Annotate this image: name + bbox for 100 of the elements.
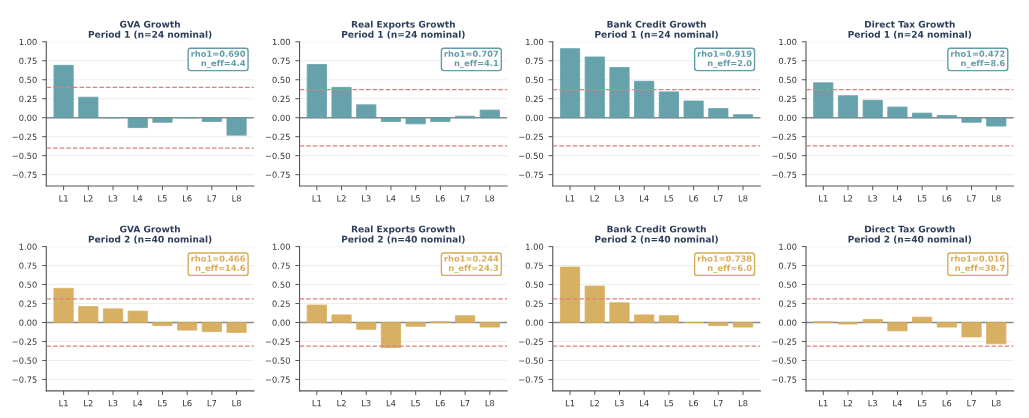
x-tick-label: L7 bbox=[714, 195, 723, 202]
y-tick-label: 0.00 bbox=[19, 319, 37, 326]
chart-title: Real Exports Growth Period 2 (n=40 nominal) bbox=[342, 225, 465, 244]
y-tick-label: −0.25 bbox=[12, 338, 37, 345]
y-tick-label: −0.50 bbox=[772, 152, 797, 159]
bar bbox=[201, 117, 222, 122]
bar bbox=[961, 117, 982, 123]
bar bbox=[936, 115, 957, 119]
bar bbox=[658, 91, 679, 119]
x-tick-label: L1 bbox=[59, 195, 68, 202]
y-tick-label: −0.50 bbox=[12, 152, 37, 159]
x-tick-label: L4 bbox=[133, 400, 143, 407]
annotation: rho1=0.472 n_eff=8.6 bbox=[951, 50, 1005, 69]
y-tick-label: −0.75 bbox=[265, 171, 290, 178]
bar bbox=[609, 67, 630, 119]
x-tick-label: L4 bbox=[640, 400, 649, 407]
y-tick-label: 0.25 bbox=[272, 95, 290, 103]
y-tick-label: −0.50 bbox=[265, 357, 290, 364]
y-tick-label: 0.25 bbox=[525, 95, 544, 103]
x-tick-label: L3 bbox=[362, 195, 371, 202]
y-tick-label: −0.50 bbox=[519, 357, 544, 364]
y-tick-label: 0.50 bbox=[19, 281, 37, 288]
y-tick-label: 0.75 bbox=[525, 57, 544, 65]
x-tick-label: L5 bbox=[158, 195, 167, 202]
x-tick-label: L8 bbox=[232, 195, 241, 202]
y-tick-label: 0.00 bbox=[525, 114, 544, 121]
x-tick-label: L5 bbox=[664, 195, 674, 202]
y-tick-label: 0.50 bbox=[19, 76, 37, 84]
x-tick-label: L4 bbox=[893, 195, 902, 202]
x-tick-label: L8 bbox=[992, 400, 1001, 407]
y-tick-label: 0.50 bbox=[525, 281, 544, 288]
y-tick-label: 0.50 bbox=[778, 281, 797, 288]
x-tick-label: L1 bbox=[565, 400, 575, 407]
bar bbox=[152, 322, 173, 326]
x-tick-label: L2 bbox=[337, 195, 346, 202]
bar bbox=[584, 285, 605, 323]
bar bbox=[78, 306, 99, 323]
y-tick-label: −0.25 bbox=[519, 133, 544, 140]
x-tick-label: L2 bbox=[843, 400, 853, 407]
x-tick-label: L3 bbox=[868, 400, 878, 407]
y-tick-label: −0.75 bbox=[12, 376, 37, 383]
x-tick-label: L6 bbox=[183, 195, 192, 202]
bar bbox=[405, 117, 426, 125]
bar bbox=[201, 322, 222, 333]
bar bbox=[732, 114, 754, 119]
bar bbox=[887, 106, 908, 119]
bar bbox=[560, 48, 581, 119]
x-tick-label: L4 bbox=[640, 195, 649, 202]
bar bbox=[177, 322, 198, 331]
bar bbox=[127, 117, 148, 128]
y-tick-label: 1.00 bbox=[272, 38, 290, 46]
x-tick-label: L6 bbox=[689, 195, 699, 202]
x-tick-label: L6 bbox=[689, 400, 699, 407]
chart-title: Bank Credit Growth Period 1 (n=24 nominal) bbox=[595, 20, 718, 39]
chart-title: Direct Tax Growth Period 1 (n=24 nominal) bbox=[848, 20, 972, 39]
x-tick-label: L2 bbox=[84, 195, 93, 202]
y-tick-label: −0.50 bbox=[519, 152, 544, 159]
annotation: rho1=0.016 n_eff=38.7 bbox=[951, 255, 1005, 273]
bar bbox=[732, 322, 754, 328]
y-tick-label: 0.00 bbox=[19, 114, 37, 121]
x-tick-label: L7 bbox=[714, 400, 723, 407]
bar bbox=[53, 287, 74, 323]
x-tick-label: L7 bbox=[460, 195, 470, 202]
y-tick-label: −0.25 bbox=[265, 338, 290, 345]
bar bbox=[609, 302, 630, 323]
chart-title: GVA Growth Period 1 (n=24 nominal) bbox=[88, 20, 212, 39]
bar bbox=[479, 109, 500, 119]
bar bbox=[634, 314, 655, 323]
y-tick-label: −0.25 bbox=[519, 338, 544, 345]
y-tick-label: −0.25 bbox=[772, 338, 797, 345]
y-tick-label: 0.75 bbox=[778, 262, 797, 269]
y-tick-label: 0.50 bbox=[272, 281, 290, 288]
chart-title: Bank Credit Growth Period 2 (n=40 nominal) bbox=[595, 225, 718, 244]
y-tick-label: −0.75 bbox=[519, 376, 544, 383]
x-tick-label: L4 bbox=[133, 195, 143, 202]
bar bbox=[102, 308, 124, 323]
bar bbox=[813, 82, 834, 119]
bar bbox=[380, 322, 402, 348]
bar bbox=[380, 117, 402, 122]
x-tick-label: L5 bbox=[664, 400, 674, 407]
y-tick-label: 0.75 bbox=[272, 262, 290, 269]
x-tick-label: L4 bbox=[386, 400, 396, 407]
y-tick-label: 1.00 bbox=[779, 38, 797, 46]
x-tick-label: L3 bbox=[108, 400, 118, 407]
y-tick-label: −0.75 bbox=[12, 171, 37, 178]
y-tick-label: 0.25 bbox=[525, 300, 544, 307]
annotation: rho1=0.244 n_eff=24.3 bbox=[444, 255, 499, 273]
y-tick-label: 1.00 bbox=[526, 243, 544, 250]
x-tick-label: L7 bbox=[207, 400, 217, 407]
x-tick-label: L8 bbox=[992, 195, 1001, 202]
bar bbox=[127, 310, 148, 323]
y-tick-label: 0.25 bbox=[778, 95, 797, 103]
y-tick-label: 0.00 bbox=[272, 114, 290, 121]
bar bbox=[78, 96, 99, 119]
x-tick-label: L6 bbox=[942, 400, 952, 407]
x-tick-label: L3 bbox=[615, 195, 624, 202]
bar bbox=[862, 99, 883, 119]
bar bbox=[708, 322, 729, 326]
y-tick-label: 0.00 bbox=[525, 319, 544, 326]
x-tick-label: L1 bbox=[312, 400, 322, 407]
